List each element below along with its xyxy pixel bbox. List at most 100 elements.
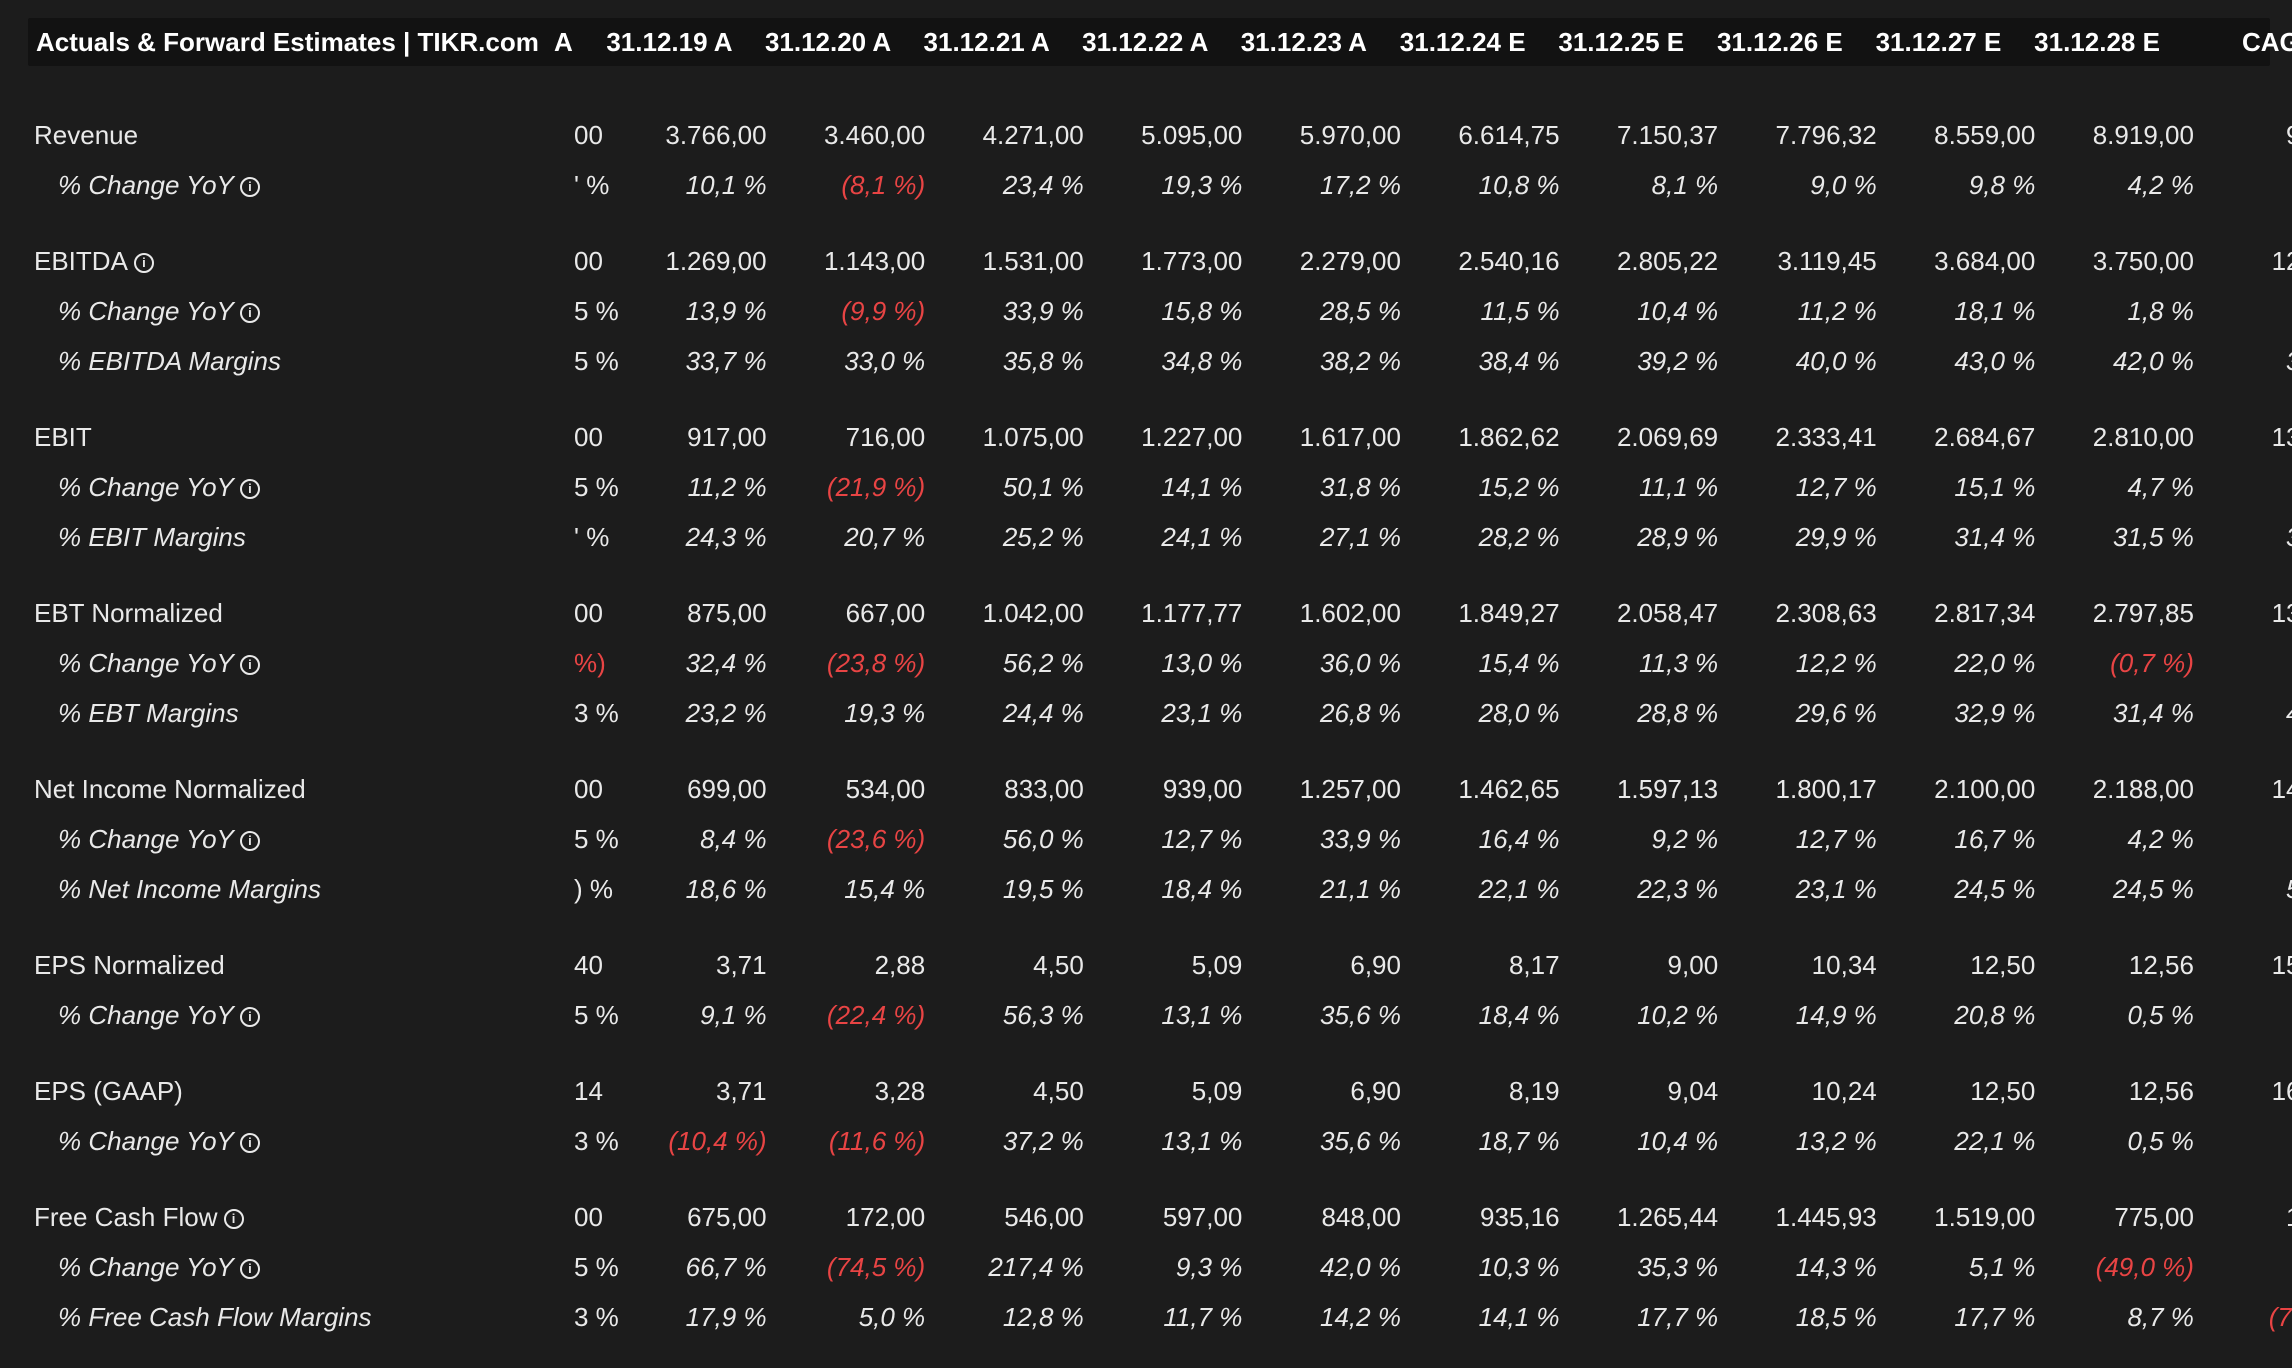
partial-cell: 5 %	[574, 823, 619, 854]
table-row[interactable]: Revenue 00 3.766,00 3.460,00 4.271,00 5.095,0…	[28, 110, 2292, 160]
table-cell: 13,0 %	[1161, 647, 1243, 678]
table-cell: 12,7 %	[1795, 823, 1877, 854]
info-icon[interactable]: i	[239, 478, 260, 499]
table-cell: 8,7 %	[2127, 1301, 2194, 1332]
table-row[interactable]: % Change YoY i%) 32,4 % (23,8 %) 56,2 % 13,0 …	[28, 638, 2270, 688]
table-cell: 15,4 %	[2271, 949, 2292, 980]
header-col-2027[interactable]: 31.12.27 E	[1875, 26, 2002, 57]
table-cell: 667,00	[845, 597, 926, 628]
table-row[interactable]: % Change YoY i 5 % 8,4 % (23,6 %) 56,0 % 12,7 …	[28, 814, 2270, 864]
table-cell: 3.119,45	[1777, 245, 1877, 276]
row-label-text: Net Income Normalized	[34, 773, 306, 804]
table-cell: 4,2 %	[2127, 823, 2194, 854]
table-row[interactable]: EPS (GAAP) 14 3,71 3,28 4,50 5,09 6,90 8,19 9,04…	[28, 1066, 2292, 1116]
table-row[interactable]: EBT Normalized 00 875,00 667,00 1.042,00 1.17…	[28, 588, 2292, 638]
table-cell: 22,1 %	[1954, 1125, 2036, 1156]
table-cell: 12,7 %	[1161, 823, 1243, 854]
table-cell: 3.460,00	[823, 119, 926, 150]
info-icon[interactable]: i	[239, 1132, 260, 1153]
info-icon[interactable]: i	[239, 1258, 260, 1279]
row-label: % Change YoY i	[28, 296, 548, 327]
table-cell: 1.800,17	[1775, 773, 1877, 804]
info-icon[interactable]: i	[239, 654, 260, 675]
table-cell: 8,19	[1508, 1075, 1560, 1106]
table-cell: 8.919,00	[2092, 119, 2194, 150]
table-row[interactable]: % Change YoY i 5 % 13,9 % (9,9 %) 33,9 % 15,8 …	[28, 286, 2270, 336]
table-cell: 13,8 %	[2271, 597, 2292, 628]
table-row[interactable]: % Change YoY i 5 % 9,1 % (22,4 %) 56,3 % 13,1 …	[28, 990, 2270, 1040]
table-row[interactable]: % EBIT Margins ' % 24,3 % 20,7 % 25,2 % 24,1 …	[28, 512, 2292, 562]
table-cell: 5,09	[1191, 1075, 1243, 1106]
header-col-2025[interactable]: 31.12.25 E	[1558, 26, 1685, 57]
table-row[interactable]: EBIT 00 917,00 716,00 1.075,00 1.227,00 1.617,…	[28, 412, 2292, 462]
info-icon[interactable]: i	[239, 176, 260, 197]
info-icon[interactable]: i	[239, 1006, 260, 1027]
table-row[interactable]: EBITDA i 00 1.269,00 1.143,00 1.531,00 1.773,0…	[28, 236, 2292, 286]
header-col-2028[interactable]: 31.12.28 E	[2034, 26, 2160, 57]
table-cell: 1.519,00	[1934, 1201, 2036, 1232]
table-cell: 16,0 %	[2271, 1075, 2292, 1106]
row-label: EPS (GAAP)	[28, 1076, 548, 1107]
table-cell: 12,56	[2128, 1075, 2194, 1106]
table-cell: 19,5 %	[1002, 873, 1084, 904]
table-row[interactable]: % Change YoY i 5 % 66,7 % (74,5 %) 217,4 % 9,3…	[28, 1242, 2270, 1292]
table-cell: 1.265,44	[1616, 1201, 1719, 1232]
table-cell: 31,8 %	[1320, 471, 1401, 502]
table-row[interactable]: % Change YoY i 5 % 11,2 % (21,9 %) 50,1 % 14,1…	[28, 462, 2270, 512]
header-col-2026[interactable]: 31.12.26 E	[1716, 26, 1843, 57]
table-cell: 7.150,37	[1616, 119, 1719, 150]
table-row[interactable]: % Change YoY i 3 % (10,4 %) (11,6 %) 37,2 % 13…	[28, 1116, 2270, 1166]
table-cell: 12,50	[1970, 949, 2036, 980]
table-cell: 24,5 %	[1954, 873, 2036, 904]
table-cell: 33,0 %	[844, 345, 926, 376]
table-row[interactable]: % Net Income Margins) % 18,6 % 15,4 % 19,5 …	[28, 864, 2292, 914]
table-cell: 13,2 %	[1795, 1125, 1877, 1156]
table-cell: 38,4 %	[1478, 345, 1560, 376]
header-col-2022[interactable]: 31.12.22 A	[1082, 26, 1209, 57]
table-cell: 8.559,00	[1934, 119, 2036, 150]
table-row[interactable]: % Change YoY i ' % 10,1 % (8,1 %) 23,4 % 19,3 …	[28, 160, 2270, 210]
row-label: EBIT	[28, 422, 548, 453]
table-row[interactable]: % EBITDA Margins 5 % 33,7 % 33,0 % 35,8 % 34,…	[28, 336, 2292, 386]
row-label: % EBT Margins	[28, 698, 548, 729]
partial-cell: ' %	[574, 521, 610, 552]
partial-cell: 00	[574, 773, 603, 804]
info-icon[interactable]: i	[239, 302, 260, 323]
table-cell: 17,2 %	[1320, 169, 1401, 200]
table-cell: (21,9 %)	[826, 471, 926, 502]
table-cell: 10,8 %	[1478, 169, 1560, 200]
table-cell: 32,9 %	[1954, 697, 2036, 728]
row-label: Net Income Normalized	[28, 774, 548, 805]
table-cell: 24,5 %	[2112, 873, 2194, 904]
table-cell: 3.750,00	[2092, 245, 2194, 276]
table-row[interactable]: EPS Normalized 40 3,71 2,88 4,50 5,09 6,90 8,17…	[28, 940, 2292, 990]
table-cell: (74,5 %)	[826, 1251, 926, 1282]
table-cell: 9,0 %	[1810, 169, 1877, 200]
header-col-2021[interactable]: 31.12.21 A	[923, 26, 1050, 57]
partial-cell: 00	[574, 421, 603, 452]
table-row[interactable]: % Free Cash Flow Margins 3 % 17,9 % 5,0 % 12…	[28, 1292, 2292, 1342]
table-cell: 31,5 %	[2112, 521, 2194, 552]
header-col-2024[interactable]: 31.12.24 E	[1399, 26, 1526, 57]
header-col-2019[interactable]: 31.12.19 A	[606, 26, 733, 57]
table-cell: 3,71	[715, 949, 767, 980]
estimates-table: Revenue 00 3.766,00 3.460,00 4.271,00 5.095,0…	[28, 110, 2292, 1368]
table-cell: 22,3 %	[1637, 873, 1719, 904]
table-cell: 9,8 %	[1968, 169, 2036, 200]
partial-cell: 5 %	[574, 345, 619, 376]
row-label: % Change YoY i	[28, 648, 548, 679]
table-cell: 2.308,63	[1775, 597, 1877, 628]
table-cell: 20,8 %	[1954, 999, 2036, 1030]
table-row[interactable]: % EBT Margins 3 % 23,2 % 19,3 % 24,4 % 23,1 %…	[28, 688, 2292, 738]
table-cell: 18,5 %	[1795, 1301, 1877, 1332]
info-icon[interactable]: i	[223, 1208, 244, 1229]
info-icon[interactable]: i	[239, 830, 260, 851]
row-group: EPS (GAAP) 14 3,71 3,28 4,50 5,09 6,90 8,19 9,04…	[28, 1066, 2292, 1166]
table-row[interactable]: Free Cash Flow i 00 675,00 172,00 546,00 597,0…	[28, 1192, 2292, 1242]
table-cell: 9,1 %	[700, 999, 767, 1030]
table-row[interactable]: Net Income Normalized 00 699,00 534,00 833,0…	[28, 764, 2292, 814]
header-col-2023[interactable]: 31.12.23 A	[1240, 26, 1367, 57]
info-icon[interactable]: i	[133, 252, 154, 273]
header-col-2020[interactable]: 31.12.20 A	[764, 26, 892, 57]
